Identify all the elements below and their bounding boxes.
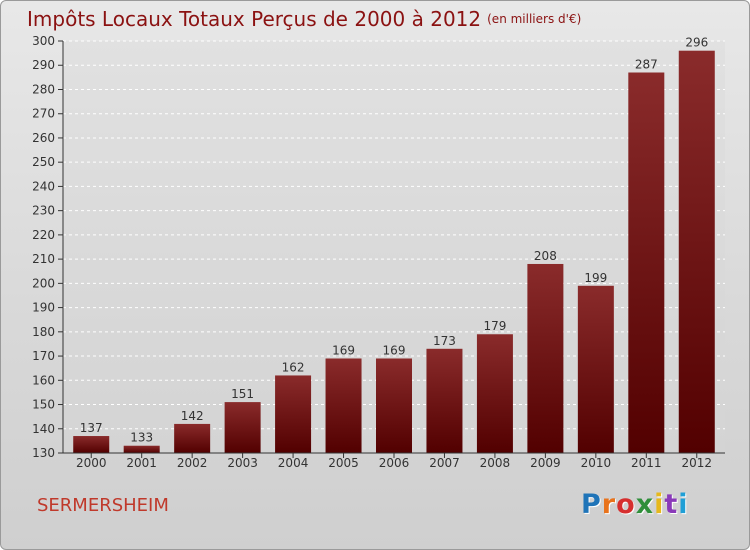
y-tick-label: 180 (32, 325, 55, 339)
bar-value-label: 208 (534, 249, 557, 263)
bar (476, 334, 513, 453)
x-tick-label: 2002 (177, 456, 208, 470)
y-tick-label: 130 (32, 446, 55, 460)
bar (224, 402, 261, 453)
y-tick-label: 190 (32, 301, 55, 315)
y-tick-label: 200 (32, 276, 55, 290)
bar-value-label: 162 (282, 360, 305, 374)
bar-value-label: 287 (635, 58, 658, 72)
y-tick-label: 220 (32, 228, 55, 242)
bars: 137 133 142 151 162 169 169 173 179 208 199 287 296 (73, 36, 715, 453)
y-tick-label: 250 (32, 155, 55, 169)
y-tick-label: 140 (32, 422, 55, 436)
bar-value-label: 296 (685, 36, 708, 50)
x-tick-label: 2010 (581, 456, 612, 470)
y-tick-label: 160 (32, 373, 55, 387)
x-tick-label: 2011 (631, 456, 662, 470)
logo-letter: o (616, 489, 636, 520)
bar-value-label: 133 (130, 431, 153, 445)
x-tick-label: 2006 (379, 456, 410, 470)
bar-value-label: 142 (181, 409, 204, 423)
logo-letter: i (654, 489, 665, 520)
y-axis: 130 140 150 160 170 180 190 200 210 220 230 240 250 2… (32, 34, 64, 460)
bar-value-label: 169 (332, 343, 355, 357)
x-tick-label: 2003 (227, 456, 258, 470)
x-tick-label: 2009 (530, 456, 561, 470)
town-name: SERMERSHEIM (37, 495, 169, 516)
bar-value-label: 199 (584, 271, 607, 285)
bar (628, 72, 665, 453)
bar (325, 358, 362, 453)
bar (275, 375, 312, 453)
bar-value-label: 151 (231, 387, 254, 401)
bar (123, 445, 160, 453)
y-tick-label: 170 (32, 349, 55, 363)
bar-value-label: 179 (483, 319, 506, 333)
y-tick-label: 280 (32, 82, 55, 96)
x-tick-label: 2004 (278, 456, 309, 470)
y-tick-label: 260 (32, 131, 55, 145)
y-tick-label: 150 (32, 398, 55, 412)
x-tick-label: 2007 (429, 456, 460, 470)
bar (577, 285, 614, 453)
bar-value-label: 173 (433, 334, 456, 348)
chart-title-main: Impôts Locaux Totaux Perçus de 2000 à 20… (27, 7, 482, 31)
y-tick-label: 230 (32, 204, 55, 218)
x-tick-label: 2005 (328, 456, 359, 470)
x-axis: 2000 2001 2002 2003 2004 2005 2006 2007 2008 2009… (63, 452, 725, 470)
bar (426, 348, 463, 453)
bar-value-label: 137 (80, 421, 103, 435)
x-tick-label: 2000 (76, 456, 107, 470)
y-tick-label: 270 (32, 107, 55, 121)
logo-letter: x (635, 489, 655, 520)
x-tick-label: 2008 (480, 456, 511, 470)
x-tick-label: 2001 (126, 456, 157, 470)
logo-letter: t (664, 489, 679, 520)
y-tick-label: 300 (32, 34, 55, 48)
bar (174, 423, 211, 453)
y-tick-label: 210 (32, 252, 55, 266)
y-tick-label: 290 (32, 58, 55, 72)
logo-letter: r (601, 489, 617, 520)
logo-letter: i (678, 489, 689, 520)
chart-title-unit: (en milliers d'€) (487, 12, 582, 26)
bar (527, 263, 564, 453)
x-tick-label: 2012 (681, 456, 712, 470)
bar (73, 436, 110, 453)
bar-value-label: 169 (383, 343, 406, 357)
proxiti-logo[interactable]: Proxiti (581, 489, 689, 520)
chart-title: Impôts Locaux Totaux Perçus de 2000 à 20… (27, 7, 581, 31)
bar (376, 358, 412, 453)
bar (678, 50, 715, 453)
logo-letter: P (581, 489, 602, 520)
y-tick-label: 240 (32, 179, 55, 193)
